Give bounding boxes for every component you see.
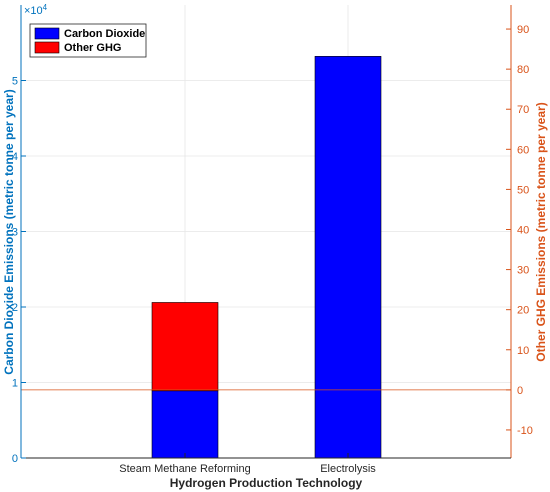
tick-label-right-4: 30 — [517, 265, 529, 277]
bar-carbon-dioxide-1 — [314, 56, 382, 459]
bar-other-ghg-0 — [151, 302, 219, 392]
tick-label-left-1: 1 — [12, 378, 18, 390]
tick-label-right-0: -10 — [517, 425, 533, 437]
ticks: 0 1 2 3 4 5 -10 0 10 20 30 40 50 60 70 80 90 Steam Methan… — [12, 24, 533, 475]
tick-label-right-5: 40 — [517, 224, 529, 236]
bar-carbon-dioxide-0 — [151, 390, 219, 459]
legend-swatch-other-ghg — [34, 41, 60, 54]
tick-label-right-2: 10 — [517, 345, 529, 357]
tick-label-right-10: 90 — [517, 24, 529, 36]
bars — [151, 56, 382, 459]
tick-label-left-2: 2 — [12, 302, 18, 314]
tick-label-right-9: 80 — [517, 64, 529, 76]
x-axis-label: Hydrogen Production Technology — [170, 476, 363, 490]
tick-label-x-0: Steam Methane Reforming — [119, 463, 250, 475]
tick-label-left-5: 5 — [12, 76, 18, 88]
legend-label-carbon-dioxide: Carbon Dioxide — [64, 28, 145, 40]
tick-label-right-7: 60 — [517, 144, 529, 156]
left-axis-exponent: ×104 — [24, 3, 48, 17]
tick-label-left-0: 0 — [12, 453, 18, 465]
legend-label-other-ghg: Other GHG — [64, 42, 121, 54]
y-axis-label-left: Carbon Dioxide Emissions (metric tonne p… — [2, 89, 16, 374]
legend: Carbon Dioxide Other GHG — [29, 23, 147, 58]
legend-swatch-carbon-dioxide — [34, 27, 60, 40]
y-axis-label-right: Other GHG Emissions (metric tonne per ye… — [534, 102, 548, 361]
grid — [21, 5, 511, 459]
tick-label-left-3: 3 — [12, 227, 18, 239]
tick-label-x-1: Electrolysis — [320, 463, 376, 475]
tick-label-left-4: 4 — [12, 151, 18, 163]
tick-label-right-3: 20 — [517, 305, 529, 317]
tick-label-right-6: 50 — [517, 184, 529, 196]
tick-label-right-1: 0 — [517, 385, 523, 397]
tick-label-right-8: 70 — [517, 104, 529, 116]
